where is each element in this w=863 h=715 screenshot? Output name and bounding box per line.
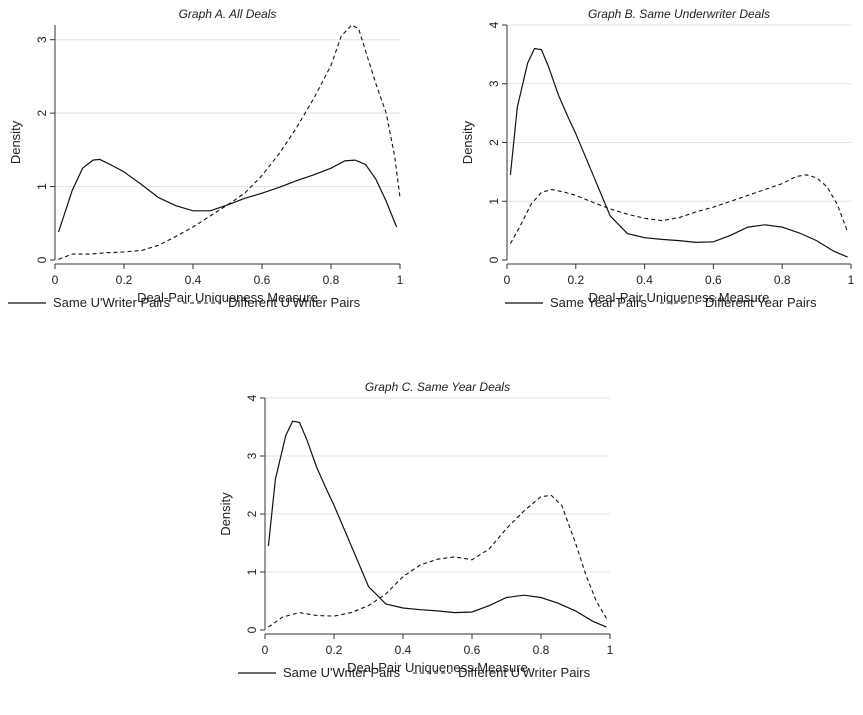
legend: Same U'Writer Pairs Different U'Writer Pa… bbox=[8, 295, 361, 310]
x-tick-label: 0 bbox=[504, 273, 511, 287]
x-tick-label: 0.6 bbox=[254, 273, 271, 287]
x-tick-label: 0 bbox=[262, 643, 269, 657]
legend-label: Same Year Pairs bbox=[550, 295, 647, 310]
y-tick-label: 0 bbox=[487, 256, 501, 263]
chart-title: Graph A. All Deals bbox=[179, 7, 277, 21]
y-tick-label: 3 bbox=[487, 80, 501, 87]
x-tick-label: 1 bbox=[848, 273, 855, 287]
x-tick-label: 1 bbox=[397, 273, 404, 287]
x-tick-label: 0.4 bbox=[636, 273, 653, 287]
y-tick-label: 0 bbox=[35, 256, 49, 263]
y-tick-label: 3 bbox=[35, 36, 49, 43]
y-tick-label: 2 bbox=[35, 109, 49, 116]
series-line-dashed bbox=[509, 174, 849, 244]
chart-title: Graph C. Same Year Deals bbox=[365, 380, 510, 394]
legend-label: Same U'Writer Pairs bbox=[283, 665, 401, 680]
series-line-solid bbox=[509, 47, 848, 258]
legend: Same Year Pairs Different Year Pairs bbox=[505, 295, 817, 310]
y-tick-label: 1 bbox=[245, 568, 259, 575]
series-line-solid bbox=[267, 420, 607, 628]
x-tick-label: 0.2 bbox=[567, 273, 584, 287]
x-tick-label: 0.2 bbox=[326, 643, 343, 657]
x-tick-label: 1 bbox=[607, 643, 614, 657]
y-tick-label: 4 bbox=[245, 394, 259, 401]
series-line-dashed bbox=[268, 494, 607, 628]
y-tick-label: 2 bbox=[245, 510, 259, 517]
x-tick-label: 0.4 bbox=[395, 643, 412, 657]
y-axis-label: Density bbox=[460, 120, 475, 164]
x-tick-label: 0.4 bbox=[185, 273, 202, 287]
y-axis-label: Density bbox=[8, 120, 23, 164]
y-tick-label: 0 bbox=[245, 626, 259, 633]
legend-label: Different Year Pairs bbox=[705, 295, 817, 310]
chart-panel-3: Graph C. Same Year Deals 0 1 2 3 4 0 0.2 0.4 0.6 0… bbox=[218, 380, 614, 680]
y-tick-label: 2 bbox=[487, 139, 501, 146]
series-line-solid bbox=[57, 158, 398, 233]
x-tick-label: 0.8 bbox=[533, 643, 550, 657]
y-tick-label: 1 bbox=[487, 198, 501, 205]
x-tick-label: 0.6 bbox=[464, 643, 481, 657]
x-tick-label: 0.6 bbox=[705, 273, 722, 287]
y-tick-label: 1 bbox=[35, 183, 49, 190]
legend-label: Different U'Writer Pairs bbox=[228, 295, 361, 310]
chart-title: Graph B. Same Underwriter Deals bbox=[588, 7, 770, 21]
legend-label: Different U'Writer Pairs bbox=[458, 665, 591, 680]
x-axis-label: Deal-Pair Uniqueness Measure bbox=[347, 660, 528, 675]
series-line-dashed bbox=[58, 24, 401, 260]
legend: Same U'Writer Pairs Different U'Writer Pa… bbox=[238, 665, 591, 680]
x-tick-label: 0.8 bbox=[774, 273, 791, 287]
chart-panel-2: Graph B. Same Underwriter Deals 0 1 2 3 4 0 0.2… bbox=[460, 7, 855, 310]
x-axis-label: Deal-Pair Uniqueness Measure bbox=[589, 290, 770, 305]
y-tick-label: 3 bbox=[245, 452, 259, 459]
chart-panel-1: Graph A. All Deals 0 1 2 3 0 0.2 0.4 0.6 0.8 1 Deal… bbox=[8, 7, 404, 310]
legend-label: Same U'Writer Pairs bbox=[53, 295, 171, 310]
y-axis-label: Density bbox=[218, 492, 233, 536]
x-axis-label: Deal-Pair Uniqueness Measure bbox=[137, 290, 318, 305]
y-tick-label: 4 bbox=[487, 21, 501, 28]
x-tick-label: 0.8 bbox=[323, 273, 340, 287]
x-tick-label: 0.2 bbox=[116, 273, 133, 287]
x-tick-label: 0 bbox=[52, 273, 59, 287]
